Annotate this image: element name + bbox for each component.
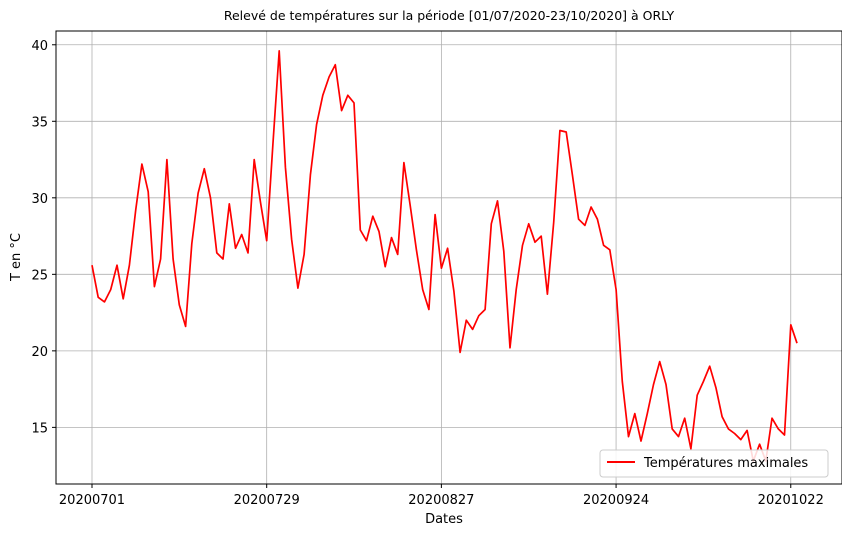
x-tick-label: 20200729 <box>234 493 300 508</box>
x-tick-label: 20200924 <box>583 493 649 508</box>
y-axis-ticks: 15 20 25 30 35 40 <box>31 39 56 436</box>
y-tick-label: 20 <box>31 345 48 360</box>
y-tick-label: 25 <box>31 268 48 283</box>
legend-label: Températures maximales <box>643 456 808 471</box>
y-tick-label: 35 <box>31 115 48 130</box>
chart-title: Relevé de températures sur la période [0… <box>224 8 675 23</box>
x-axis-label: Dates <box>425 512 463 527</box>
y-axis-label: T en °C <box>9 233 24 282</box>
axes-frame <box>55 30 842 485</box>
grid-lines <box>56 31 842 484</box>
x-tick-label: 20201022 <box>758 493 824 508</box>
x-tick-label: 20200701 <box>59 493 125 508</box>
series-line-temperatures-maximales <box>91 50 798 462</box>
legend-box <box>599 449 829 478</box>
plot-area <box>91 50 798 462</box>
y-tick-label: 30 <box>31 192 48 207</box>
y-tick-label: 40 <box>31 39 48 54</box>
x-tick-label: 20200827 <box>408 493 474 508</box>
legend: Températures maximales <box>599 449 829 478</box>
y-tick-label: 15 <box>31 421 48 436</box>
x-axis-ticks: 20200701 20200729 20200827 20200924 20201022 <box>59 484 824 508</box>
